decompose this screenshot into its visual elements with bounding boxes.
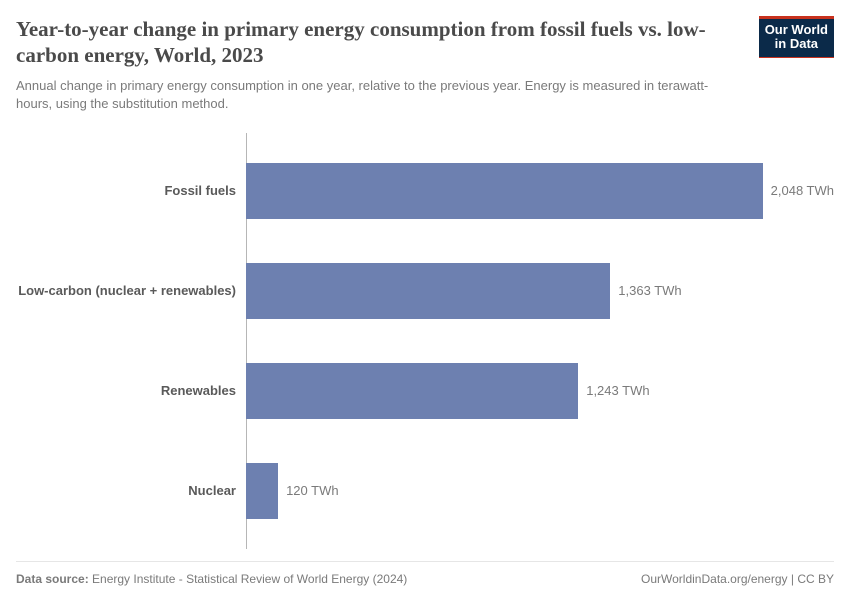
bar-track: 120 TWh [246, 463, 834, 519]
bar-label: Renewables [16, 383, 246, 398]
data-source-label: Data source: [16, 572, 89, 586]
bar-label: Nuclear [16, 483, 246, 498]
chart-area: Fossil fuels 2,048 TWh Low-carbon (nuclear… [16, 133, 834, 549]
data-source: Data source: Energy Institute - Statisti… [16, 572, 407, 586]
bar-label: Fossil fuels [16, 183, 246, 198]
attribution: OurWorldinData.org/energy | CC BY [641, 572, 834, 586]
chart-subtitle: Annual change in primary energy consumpt… [16, 77, 743, 113]
bar-row: Nuclear 120 TWh [16, 463, 834, 519]
bar-row: Fossil fuels 2,048 TWh [16, 163, 834, 219]
bar-value: 1,363 TWh [618, 283, 681, 298]
bar-label: Low-carbon (nuclear + renewables) [16, 283, 246, 298]
bar-value: 1,243 TWh [586, 383, 649, 398]
bar-track: 1,363 TWh [246, 263, 834, 319]
bar-track: 1,243 TWh [246, 363, 834, 419]
bar-value: 2,048 TWh [771, 183, 834, 198]
chart-footer: Data source: Energy Institute - Statisti… [16, 561, 834, 600]
bar [246, 263, 610, 319]
data-source-text: Energy Institute - Statistical Review of… [89, 572, 408, 586]
bar-value: 120 TWh [286, 483, 339, 498]
bar [246, 463, 278, 519]
bar [246, 363, 578, 419]
bar-row: Low-carbon (nuclear + renewables) 1,363 T… [16, 263, 834, 319]
bar [246, 163, 763, 219]
bar-row: Renewables 1,243 TWh [16, 363, 834, 419]
owid-logo: Our World in Data [759, 16, 834, 58]
bar-track: 2,048 TWh [246, 163, 834, 219]
chart-title: Year-to-year change in primary energy co… [16, 16, 743, 69]
